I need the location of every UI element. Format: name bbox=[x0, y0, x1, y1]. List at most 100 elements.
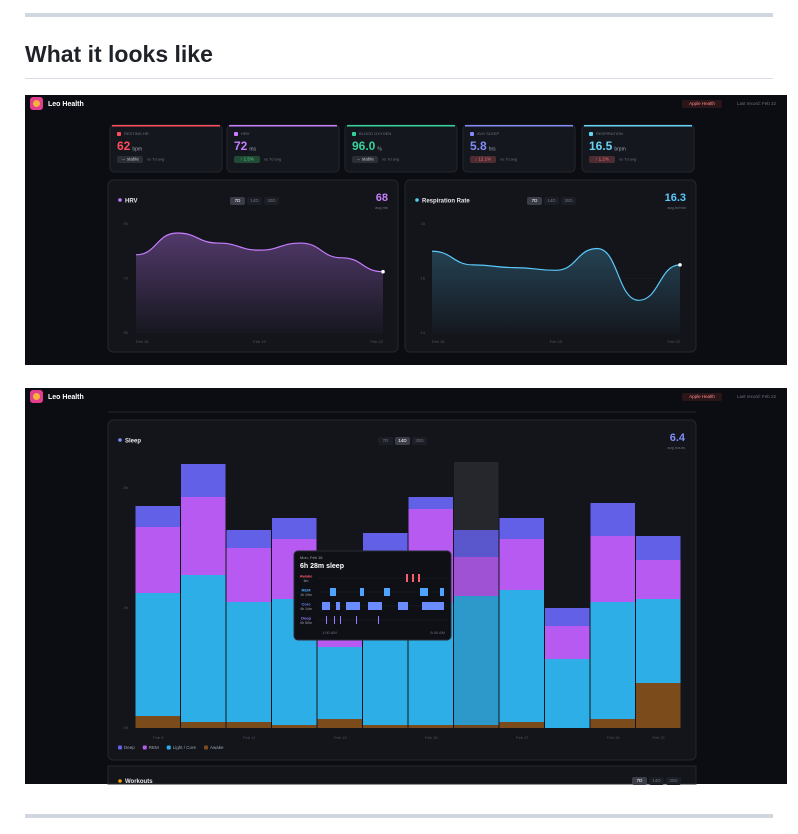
range-label[interactable]: 7D bbox=[532, 198, 539, 203]
stat-label: RESPIRATION bbox=[596, 131, 623, 136]
sleep-bar-segment bbox=[590, 719, 635, 728]
hypnogram-segment bbox=[378, 616, 379, 624]
stat-unit: hrs bbox=[489, 146, 496, 152]
change-pill bbox=[234, 156, 260, 163]
range-label[interactable]: 7D bbox=[235, 198, 242, 203]
range-label[interactable]: 14D bbox=[398, 438, 407, 443]
x-tick-label: Feb 19 bbox=[607, 735, 620, 740]
stat-value: 5.8 bbox=[470, 139, 487, 153]
sleep-bar-segment bbox=[226, 722, 271, 728]
range-label[interactable]: 14D bbox=[652, 778, 661, 783]
workouts-title: Workouts bbox=[125, 779, 153, 785]
stat-icon bbox=[234, 132, 238, 136]
chart-dot bbox=[118, 438, 122, 442]
x-tick-label: Feb 11 bbox=[243, 735, 256, 740]
x-tick-label: Feb 22 bbox=[371, 339, 384, 344]
stat-unit: brpm bbox=[614, 146, 625, 152]
range-button bbox=[378, 437, 393, 445]
sleep-bar-segment bbox=[135, 716, 180, 728]
line bbox=[135, 232, 384, 273]
stat-icon bbox=[352, 132, 356, 136]
chart-summary-label: avg ms bbox=[375, 205, 388, 210]
heading-rule bbox=[25, 78, 773, 79]
stat-change: ↑ 1.5% bbox=[240, 157, 254, 162]
hypnogram-segment bbox=[360, 588, 364, 596]
range-button bbox=[544, 197, 559, 205]
tooltip-stage: Core bbox=[301, 602, 311, 607]
y-tick-label: 50 bbox=[124, 330, 129, 335]
chart-summary-label: avg br/min bbox=[667, 205, 686, 210]
badge bbox=[682, 100, 722, 108]
range-label[interactable]: 7D bbox=[383, 438, 390, 443]
stat-unit: % bbox=[377, 146, 382, 152]
range-button bbox=[412, 437, 427, 445]
y-tick-label: 70 bbox=[124, 276, 129, 281]
hypnogram-segment bbox=[340, 616, 341, 624]
sleep-bar-segment bbox=[499, 539, 544, 590]
range-button bbox=[230, 197, 245, 205]
range-label[interactable]: 30D bbox=[415, 438, 424, 443]
hypnogram-segment bbox=[368, 602, 382, 610]
sleep-bar-segment bbox=[590, 503, 635, 536]
stat-accent bbox=[465, 125, 573, 127]
sleep-bar-segment bbox=[272, 518, 317, 539]
app-name: Leo Health bbox=[48, 394, 84, 401]
sleep-bar-segment bbox=[135, 593, 180, 716]
y-tick-label: 18 bbox=[421, 221, 426, 226]
sleep-bar-segment bbox=[454, 530, 499, 557]
sleep-bar-segment bbox=[499, 722, 544, 728]
sleep-bar-segment bbox=[454, 596, 499, 725]
hypnogram-segment bbox=[322, 602, 330, 610]
chart-dot bbox=[118, 198, 122, 202]
x-tick-label: Feb 17 bbox=[516, 735, 529, 740]
legend-swatch bbox=[166, 745, 171, 750]
sleep-bar-segment bbox=[272, 725, 317, 728]
stat-change: ↓ 12.1% bbox=[475, 157, 491, 162]
stat-label: HRV bbox=[241, 131, 250, 136]
hypnogram-segment bbox=[384, 588, 390, 596]
hypnogram-segment bbox=[356, 616, 357, 624]
sleep-bar-segment bbox=[135, 506, 180, 527]
range-label[interactable]: 30D bbox=[564, 198, 573, 203]
workouts-card bbox=[107, 765, 697, 785]
sleep-bar-segment bbox=[499, 518, 544, 539]
hypnogram-segment bbox=[412, 574, 414, 582]
sleep-bar-segment bbox=[454, 557, 499, 596]
sleep-bar-segment bbox=[636, 683, 681, 728]
range-label[interactable]: 14D bbox=[250, 198, 259, 203]
app-name: Leo Health bbox=[48, 101, 84, 108]
legend-label: Awake bbox=[210, 745, 224, 750]
range-label[interactable]: 7D bbox=[637, 778, 644, 783]
bottom-rule bbox=[25, 814, 773, 818]
sleep-bar-segment bbox=[135, 527, 180, 593]
y-tick-label: 0h bbox=[124, 725, 128, 730]
sleep-bar-segment bbox=[636, 560, 681, 599]
range-button bbox=[395, 437, 410, 445]
stat-change: → stable bbox=[121, 157, 139, 162]
sleep-bar-segment bbox=[636, 599, 681, 683]
hypnogram-segment bbox=[336, 602, 340, 610]
range-button bbox=[264, 197, 279, 205]
stat-label: BLOOD OXYGEN bbox=[359, 131, 391, 136]
hypnogram-segment bbox=[398, 602, 408, 610]
x-tick-label: Feb 19 bbox=[253, 339, 266, 344]
tooltip-duration: 0h 50m bbox=[300, 621, 312, 625]
range-button bbox=[527, 197, 542, 205]
sleep-bar-segment bbox=[545, 659, 590, 728]
tooltip-end: 6:40 AM bbox=[430, 630, 445, 635]
sleep-bar-segment bbox=[181, 464, 226, 497]
tooltip-stage: Awake bbox=[300, 574, 313, 579]
sleep-bar-segment bbox=[181, 722, 226, 728]
range-label[interactable]: 14D bbox=[547, 198, 556, 203]
hypnogram-segment bbox=[440, 588, 444, 596]
tooltip-duration: 6m bbox=[304, 579, 309, 583]
stat-value: 72 bbox=[234, 139, 248, 153]
change-pill bbox=[589, 156, 615, 163]
range-label[interactable]: 30D bbox=[669, 778, 678, 783]
x-tick-label: Feb 9 bbox=[153, 735, 164, 740]
range-label[interactable]: 30D bbox=[267, 198, 276, 203]
hypnogram-segment bbox=[420, 588, 428, 596]
x-tick-label: Feb 16 bbox=[136, 339, 149, 344]
